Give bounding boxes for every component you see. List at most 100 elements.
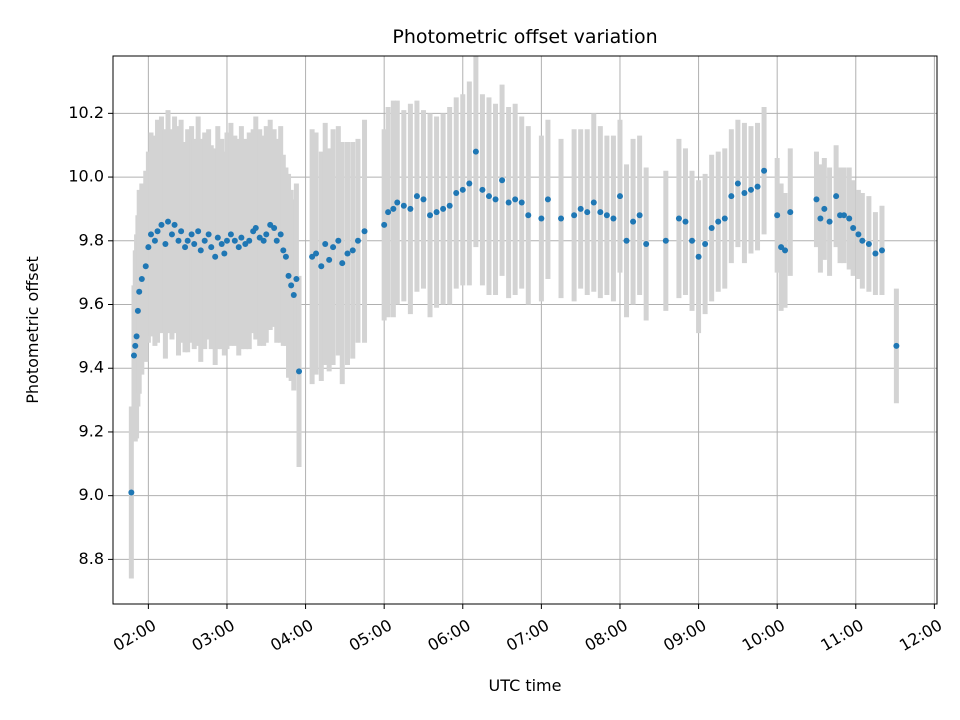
data-point [288, 282, 295, 289]
data-point [754, 183, 761, 190]
data-point [197, 247, 204, 254]
data-point [385, 209, 392, 216]
data-point [201, 237, 208, 244]
data-point [499, 177, 506, 184]
data-point [577, 205, 584, 212]
data-point [184, 237, 191, 244]
data-point [708, 225, 715, 232]
data-point [235, 244, 242, 251]
data-point [390, 205, 397, 212]
data-point [741, 190, 748, 196]
point-layer [128, 148, 900, 496]
data-point [188, 231, 195, 238]
data-point [195, 228, 202, 235]
data-point [133, 333, 140, 340]
data-point [145, 244, 152, 251]
data-point [433, 209, 440, 216]
data-point [636, 212, 643, 219]
y-tick-label: 9.6 [79, 294, 104, 313]
y-tick-label: 10.0 [68, 167, 104, 186]
data-point [413, 193, 420, 200]
data-point [616, 193, 623, 200]
chart-title: Photometric offset variation [392, 26, 657, 48]
data-point [322, 240, 329, 247]
data-point [130, 352, 137, 359]
data-point [339, 260, 346, 267]
data-point [855, 231, 862, 238]
data-point [479, 186, 486, 193]
data-point [603, 212, 610, 219]
data-point [544, 196, 551, 203]
data-point [643, 240, 650, 247]
data-point [252, 225, 259, 232]
data-point [282, 253, 289, 260]
data-point [293, 276, 300, 283]
data-point [774, 212, 781, 219]
grid-layer [113, 56, 937, 604]
data-point [132, 342, 139, 349]
data-point [630, 218, 637, 225]
data-point [142, 263, 149, 270]
data-point [787, 209, 794, 216]
data-point [407, 205, 414, 212]
data-point [138, 276, 145, 283]
data-point [846, 215, 853, 222]
data-point [158, 221, 165, 228]
data-point [682, 218, 689, 225]
data-point [492, 196, 499, 203]
data-point [344, 250, 351, 257]
data-point [223, 237, 230, 244]
data-point [728, 193, 735, 200]
data-point [271, 225, 278, 232]
data-point [512, 196, 519, 203]
data-point [817, 215, 824, 222]
data-point [813, 196, 820, 203]
y-axis-ticks: 8.8 9.0 9.2 9.4 9.6 9.8 10.0 10.2 [68, 103, 113, 568]
data-point [459, 186, 466, 193]
data-point [675, 215, 682, 222]
data-point [525, 212, 532, 219]
data-point [208, 244, 215, 251]
y-axis-title: Photometric offset [23, 256, 42, 404]
data-point [865, 240, 872, 247]
y-tick-label: 8.8 [79, 549, 104, 568]
data-point [280, 247, 287, 254]
data-point [218, 240, 225, 247]
data-point [285, 272, 292, 279]
data-point [318, 263, 325, 270]
data-point [212, 253, 219, 260]
data-point [485, 193, 492, 200]
data-point [893, 342, 900, 349]
data-point [466, 180, 473, 187]
data-point [273, 237, 280, 244]
y-tick-label: 10.2 [68, 103, 104, 122]
data-point [290, 291, 297, 298]
data-point [538, 215, 545, 222]
data-point [182, 244, 189, 251]
data-point [826, 218, 833, 225]
data-point [623, 237, 630, 244]
data-point [354, 237, 361, 244]
data-point [850, 225, 857, 232]
data-point [165, 218, 172, 225]
data-point [734, 180, 741, 187]
data-point [205, 231, 212, 238]
data-point [505, 199, 512, 206]
y-tick-label: 9.8 [79, 230, 104, 249]
data-point [721, 215, 728, 222]
data-point [472, 148, 479, 155]
data-point [349, 247, 356, 254]
data-point [821, 205, 828, 212]
y-tick-label: 9.4 [79, 358, 104, 377]
data-point [381, 221, 388, 228]
data-point [715, 218, 722, 225]
data-point [840, 212, 847, 219]
data-point [859, 237, 866, 244]
data-point [175, 237, 182, 244]
data-point [872, 250, 879, 257]
data-point [335, 237, 342, 244]
data-point [662, 237, 669, 244]
data-point [296, 368, 303, 375]
y-tick-label: 9.2 [79, 421, 104, 440]
